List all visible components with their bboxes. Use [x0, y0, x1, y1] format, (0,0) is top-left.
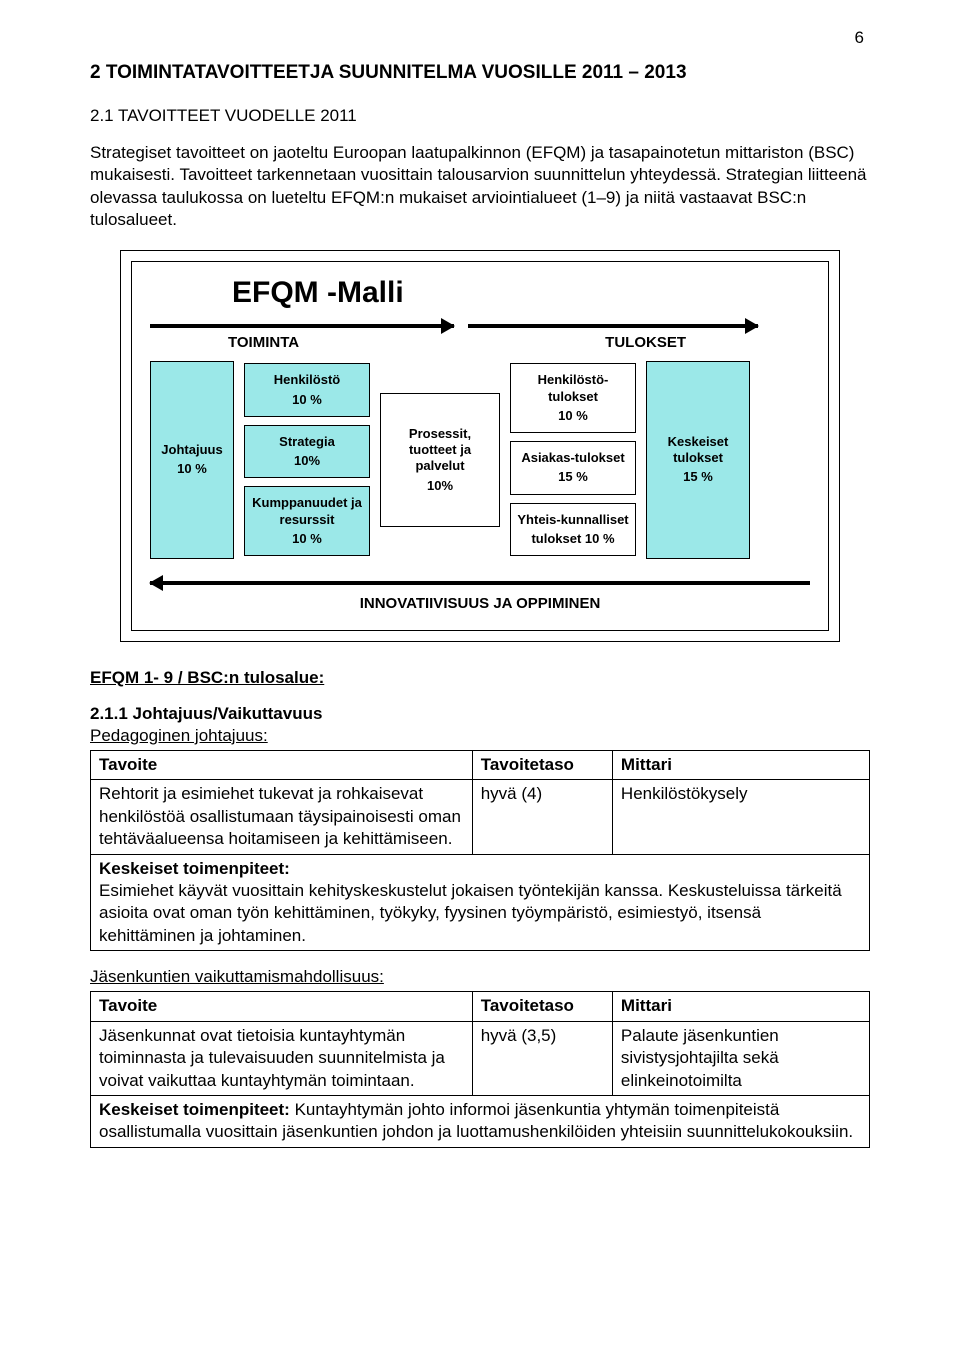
box-label: Yhteis-kunnalliset: [517, 512, 629, 528]
box-pct: 10 %: [157, 461, 227, 477]
td-tavoitetaso: hyvä (4): [472, 780, 612, 854]
box-pct: 10 %: [251, 531, 363, 547]
label-tulokset: TULOKSET: [605, 334, 686, 351]
table-row-toimenpiteet: Keskeiset toimenpiteet: Esimiehet käyvät…: [91, 854, 870, 951]
box-strategia: Strategia 10%: [244, 425, 370, 479]
th-mittari: Mittari: [612, 992, 869, 1021]
td-toimenpiteet: Keskeiset toimenpiteet: Esimiehet käyvät…: [91, 854, 870, 951]
td-toimenpiteet: Keskeiset toimenpiteet: Kuntayhtymän joh…: [91, 1096, 870, 1148]
box-kumppanuudet: Kumppanuudet ja resurssit 10 %: [244, 486, 370, 556]
box-label: Henkilöstö: [251, 372, 363, 388]
box-prosessit: Prosessit, tuotteet ja palvelut 10%: [380, 393, 500, 527]
s211-number: 2.1.1 Johtajuus/Vaikuttavuus: [90, 704, 870, 724]
tavoite-table-1: Tavoite Tavoitetaso Mittari Rehtorit ja …: [90, 750, 870, 952]
table-header-row: Tavoite Tavoitetaso Mittari: [91, 992, 870, 1021]
th-tavoite: Tavoite: [91, 992, 473, 1021]
section-title: EFQM 1- 9 / BSC:n tulosalue:: [90, 668, 870, 688]
box-henkilostotulokset: Henkilöstö-tulokset 10 %: [510, 363, 636, 433]
box-pct: 15 %: [517, 469, 629, 485]
th-mittari: Mittari: [612, 750, 869, 779]
toimenpiteet-text: Esimiehet käyvät vuosittain kehityskesku…: [99, 881, 842, 945]
box-label: Keskeiset tulokset: [653, 434, 743, 467]
page-number: 6: [855, 28, 864, 48]
box-label: Johtajuus: [157, 442, 227, 458]
box-label: Asiakas-tulokset: [517, 450, 629, 466]
box-pct: tulokset 10 %: [517, 531, 629, 547]
intro-paragraph: Strategiset tavoitteet on jaoteltu Euroo…: [90, 142, 870, 232]
th-tavoitetaso: Tavoitetaso: [472, 992, 612, 1021]
bottom-arrow-wrap: INNOVATIIVISUUS JA OPPIMINEN: [150, 581, 810, 612]
box-label: Kumppanuudet ja resurssit: [251, 495, 363, 528]
table-row: Rehtorit ja esimiehet tukevat ja rohkais…: [91, 780, 870, 854]
box-label: Henkilöstö-tulokset: [517, 372, 629, 405]
doc-subtitle: 2.1 TAVOITTEET VUODELLE 2011: [90, 106, 870, 126]
table-header-row: Tavoite Tavoitetaso Mittari: [91, 750, 870, 779]
td-tavoitetaso: hyvä (3,5): [472, 1021, 612, 1095]
toimenpiteet-label: Keskeiset toimenpiteet:: [99, 859, 290, 878]
th-tavoitetaso: Tavoitetaso: [472, 750, 612, 779]
th-tavoite: Tavoite: [91, 750, 473, 779]
tavoite-table-2: Tavoite Tavoitetaso Mittari Jäsenkunnat …: [90, 991, 870, 1148]
s211-subheading: Pedagoginen johtajuus:: [90, 726, 870, 746]
td-mittari: Palaute jäsenkuntien sivistysjohtajilta …: [612, 1021, 869, 1095]
box-henkilosto: Henkilöstö 10 %: [244, 363, 370, 417]
box-asiakastulokset: Asiakas-tulokset 15 %: [510, 441, 636, 495]
s211b-subheading: Jäsenkuntien vaikuttamismahdollisuus:: [90, 967, 870, 987]
doc-title: 2 TOIMINTATAVOITTEETJA SUUNNITELMA VUOSI…: [90, 62, 870, 84]
box-keskeiset: Keskeiset tulokset 15 %: [646, 361, 750, 559]
table-row-toimenpiteet: Keskeiset toimenpiteet: Kuntayhtymän joh…: [91, 1096, 870, 1148]
box-pct: 10 %: [251, 392, 363, 408]
toimenpiteet-label: Keskeiset toimenpiteet:: [99, 1100, 290, 1119]
box-label: Strategia: [251, 434, 363, 450]
td-mittari: Henkilöstökysely: [612, 780, 869, 854]
bottom-arrow-label: INNOVATIIVISUUS JA OPPIMINEN: [150, 595, 810, 612]
table-row: Jäsenkunnat ovat tietoisia kuntayhtymän …: [91, 1021, 870, 1095]
td-tavoite: Rehtorit ja esimiehet tukevat ja rohkais…: [91, 780, 473, 854]
box-pct: 15 %: [653, 469, 743, 485]
arrow-bottom-icon: [150, 581, 810, 585]
label-toiminta: TOIMINTA: [228, 334, 299, 351]
efqm-diagram-inner: EFQM -Malli TOIMINTA TULOKSET Johtajuus …: [131, 261, 829, 631]
box-pct: 10%: [387, 478, 493, 494]
box-johtajuus: Johtajuus 10 %: [150, 361, 234, 559]
arrow-right-icon: [468, 324, 758, 328]
efqm-diagram: EFQM -Malli TOIMINTA TULOKSET Johtajuus …: [120, 250, 840, 642]
diagram-grid: Johtajuus 10 % Henkilöstö 10 % Strategia…: [150, 361, 810, 559]
top-arrows: [150, 324, 810, 328]
box-yhteiskunnalliset: Yhteis-kunnalliset tulokset 10 %: [510, 503, 636, 557]
box-pct: 10%: [251, 453, 363, 469]
box-label: Prosessit, tuotteet ja palvelut: [387, 426, 493, 475]
top-arrow-labels: TOIMINTA TULOKSET: [228, 334, 786, 351]
td-tavoite: Jäsenkunnat ovat tietoisia kuntayhtymän …: [91, 1021, 473, 1095]
arrow-left-icon: [150, 324, 454, 328]
box-pct: 10 %: [517, 408, 629, 424]
diagram-title: EFQM -Malli: [232, 276, 810, 310]
